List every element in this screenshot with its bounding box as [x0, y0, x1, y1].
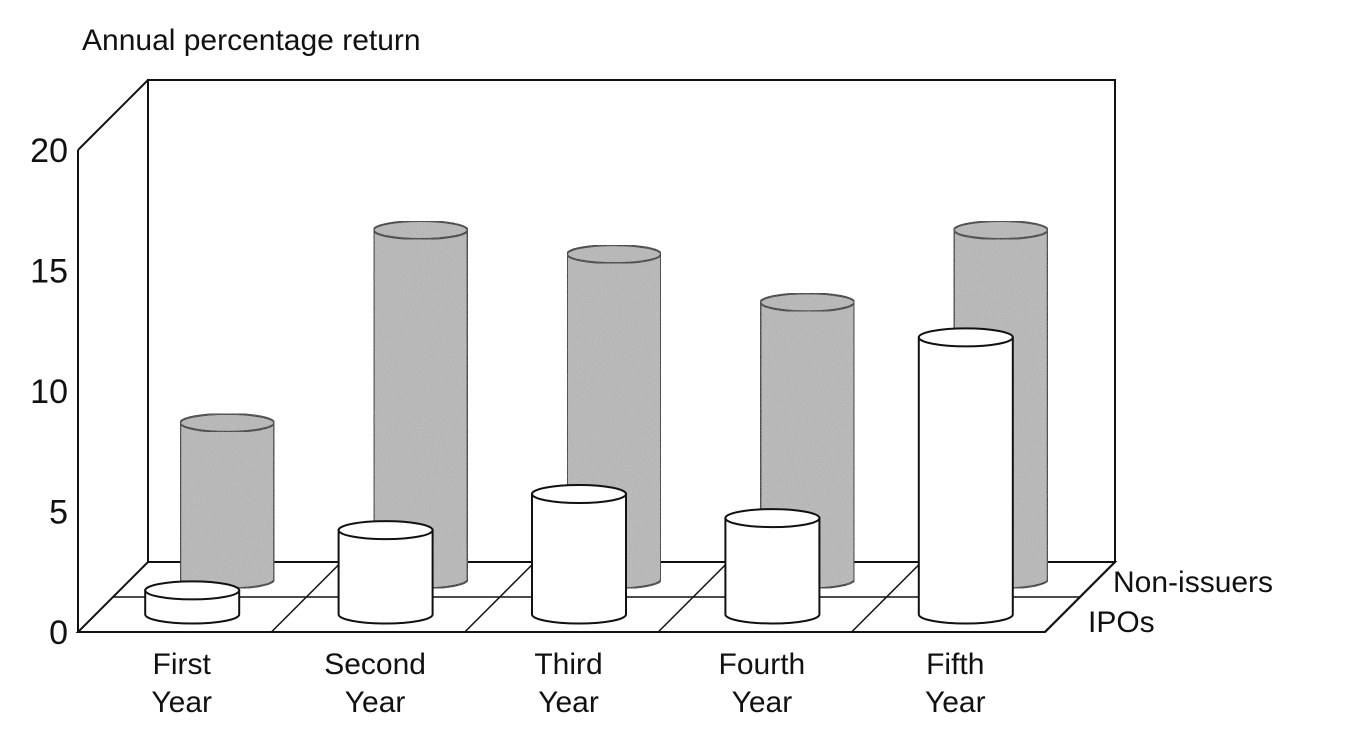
y-axis: 0 5 10 15 20: [30, 132, 79, 652]
bar-ipos: [337, 520, 434, 625]
bar-ipos: [917, 327, 1014, 625]
bar-non-issuers: [179, 412, 276, 590]
floor-category-divider: [464, 561, 536, 633]
y-tick-label: 15: [30, 253, 68, 291]
x-tick-label: Second: [324, 648, 426, 681]
y-tick-label: 0: [49, 614, 68, 652]
x-tick-label: Year: [732, 686, 793, 719]
x-tick-label: Fifth: [926, 648, 984, 681]
side-wall-edge: [77, 79, 149, 151]
floor-right-edge: [1044, 561, 1116, 633]
x-tick-label: Fourth: [719, 648, 806, 681]
y-tick-label: 10: [30, 373, 68, 411]
x-tick-label: Year: [538, 686, 599, 719]
floor-category-divider: [270, 561, 342, 633]
x-axis-labels: First Year Second Year Third Year Fourth Year Fi…: [151, 648, 985, 719]
series-label-ipos: IPOs: [1088, 606, 1155, 639]
bar-ipos: [144, 580, 241, 625]
bars: [144, 220, 1049, 625]
bar-ipos: [724, 508, 821, 625]
x-tick-label: First: [153, 648, 212, 681]
series-label-non-issuers: Non-issuers: [1113, 566, 1273, 599]
x-tick-label: Third: [534, 648, 602, 681]
y-tick-label: 20: [30, 132, 68, 170]
x-tick-label: Year: [345, 686, 406, 719]
x-tick-label: Year: [151, 686, 212, 719]
floor-category-divider: [851, 561, 923, 633]
bar-ipos: [531, 484, 627, 625]
floor-category-divider: [657, 561, 729, 633]
y-axis-title: Annual percentage return: [82, 24, 421, 57]
y-tick-label: 5: [49, 494, 68, 532]
series-labels: Non-issuers IPOs: [1088, 566, 1273, 639]
x-tick-label: Year: [925, 686, 986, 719]
